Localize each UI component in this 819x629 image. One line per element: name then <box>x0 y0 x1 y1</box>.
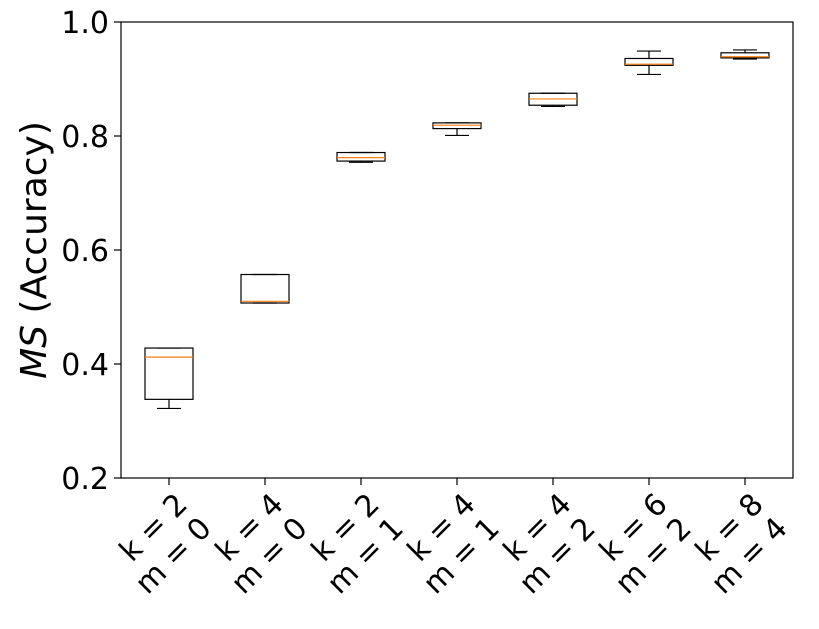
box-7 <box>720 49 770 60</box>
box-iqr <box>720 52 770 59</box>
x-tick-label: k = 8m = 4 <box>680 487 794 601</box>
x-tick-label: k = 4m = 2 <box>488 487 602 601</box>
x-tick-label: k = 4m = 1 <box>392 487 506 601</box>
plot-area <box>120 21 794 479</box>
box-iqr <box>240 273 290 304</box>
box-6 <box>624 50 674 76</box>
y-tick-label: 1.0 <box>61 6 109 41</box>
y-tick-label: 0.6 <box>61 234 109 269</box>
box-iqr <box>624 57 674 66</box>
y-axis-label: MS (Accuracy) <box>14 121 55 379</box>
box-2 <box>240 273 290 304</box>
x-axis: k = 2m = 0k = 4m = 0k = 2m = 1k = 4m = 1… <box>104 478 795 601</box>
x-tick-label: k = 4m = 0 <box>200 487 314 601</box>
x-tick-label: k = 2m = 0 <box>104 487 218 601</box>
box-1 <box>144 347 194 410</box>
boxes <box>144 49 770 410</box>
box-3 <box>336 151 386 163</box>
y-tick-label: 0.4 <box>61 348 109 383</box>
box-5 <box>528 92 578 107</box>
x-tick-label: k = 2m = 1 <box>296 487 410 601</box>
y-axis: 0.2 0.4 0.6 0.8 1.0 <box>61 6 121 497</box>
box-iqr <box>144 347 194 400</box>
x-tick-label: k = 6m = 2 <box>584 487 698 601</box>
y-tick-label: 0.2 <box>61 462 109 497</box>
box-iqr <box>336 151 386 162</box>
box-4 <box>432 122 482 137</box>
y-tick-label: 0.8 <box>61 120 109 155</box>
